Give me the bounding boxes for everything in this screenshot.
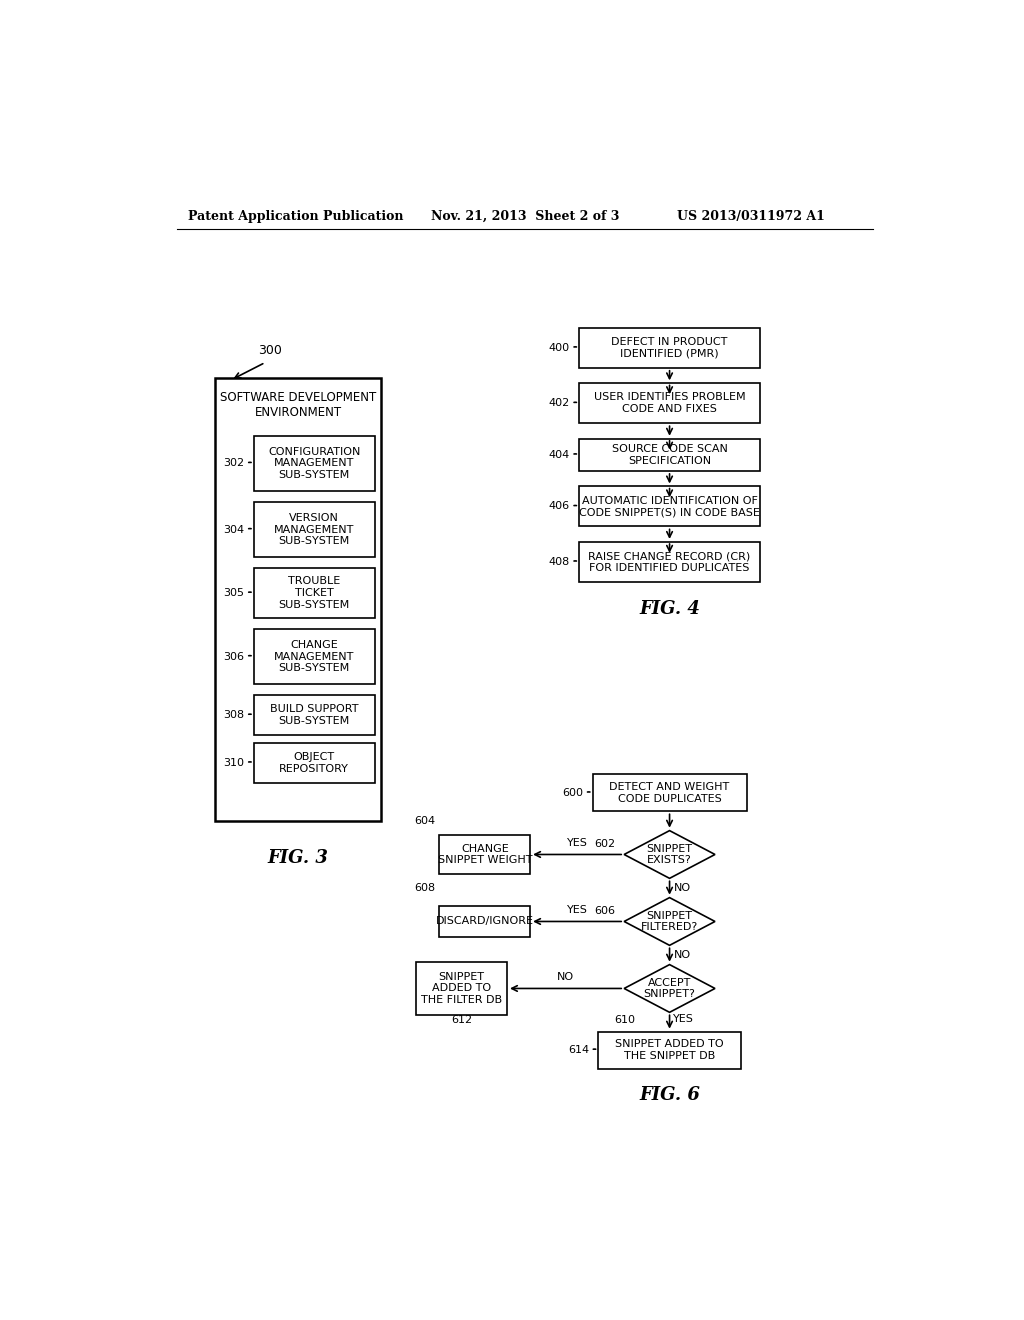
- FancyBboxPatch shape: [416, 961, 507, 1015]
- FancyBboxPatch shape: [215, 378, 381, 821]
- Text: Patent Application Publication: Patent Application Publication: [188, 210, 403, 223]
- Text: 304: 304: [223, 524, 245, 535]
- Text: NO: NO: [674, 883, 690, 892]
- Polygon shape: [625, 898, 715, 945]
- Text: 604: 604: [415, 816, 435, 826]
- Text: OBJECT
REPOSITORY: OBJECT REPOSITORY: [280, 752, 349, 774]
- Text: 406: 406: [549, 502, 569, 511]
- Text: DETECT AND WEIGHT
CODE DUPLICATES: DETECT AND WEIGHT CODE DUPLICATES: [609, 781, 730, 804]
- Text: 610: 610: [614, 1015, 636, 1026]
- Text: TROUBLE
TICKET
SUB-SYSTEM: TROUBLE TICKET SUB-SYSTEM: [279, 577, 350, 610]
- FancyBboxPatch shape: [439, 906, 530, 937]
- FancyBboxPatch shape: [254, 436, 375, 491]
- FancyBboxPatch shape: [593, 775, 746, 812]
- Text: SNIPPET ADDED TO
THE SNIPPET DB: SNIPPET ADDED TO THE SNIPPET DB: [615, 1039, 724, 1061]
- FancyBboxPatch shape: [598, 1032, 740, 1069]
- Text: DISCARD/IGNORE: DISCARD/IGNORE: [436, 916, 534, 927]
- Text: DEFECT IN PRODUCT
IDENTIFIED (PMR): DEFECT IN PRODUCT IDENTIFIED (PMR): [611, 337, 728, 359]
- Text: Nov. 21, 2013  Sheet 2 of 3: Nov. 21, 2013 Sheet 2 of 3: [431, 210, 620, 223]
- Text: 408: 408: [549, 557, 569, 566]
- Text: CONFIGURATION
MANAGEMENT
SUB-SYSTEM: CONFIGURATION MANAGEMENT SUB-SYSTEM: [268, 446, 360, 480]
- Text: 606: 606: [594, 907, 614, 916]
- Text: 600: 600: [562, 788, 584, 797]
- Text: FIG. 3: FIG. 3: [267, 849, 329, 866]
- FancyBboxPatch shape: [254, 696, 375, 735]
- FancyBboxPatch shape: [580, 327, 760, 368]
- FancyBboxPatch shape: [254, 568, 375, 618]
- Text: AUTOMATIC IDENTIFICATION OF
CODE SNIPPET(S) IN CODE BASE: AUTOMATIC IDENTIFICATION OF CODE SNIPPET…: [580, 495, 760, 517]
- Text: 612: 612: [452, 1015, 472, 1026]
- Text: SOURCE CODE SCAN
SPECIFICATION: SOURCE CODE SCAN SPECIFICATION: [611, 444, 727, 466]
- Text: 608: 608: [415, 883, 435, 894]
- FancyBboxPatch shape: [580, 487, 760, 527]
- Polygon shape: [625, 830, 715, 878]
- FancyBboxPatch shape: [254, 628, 375, 684]
- Text: ACCEPT
SNIPPET?: ACCEPT SNIPPET?: [644, 978, 695, 999]
- Text: YES: YES: [566, 906, 588, 915]
- FancyBboxPatch shape: [580, 383, 760, 424]
- FancyBboxPatch shape: [580, 543, 760, 582]
- FancyBboxPatch shape: [580, 438, 760, 471]
- FancyBboxPatch shape: [254, 502, 375, 557]
- Text: NO: NO: [674, 950, 690, 960]
- Text: 305: 305: [223, 589, 245, 598]
- FancyBboxPatch shape: [439, 836, 530, 874]
- Text: 402: 402: [549, 399, 569, 408]
- Text: USER IDENTIFIES PROBLEM
CODE AND FIXES: USER IDENTIFIES PROBLEM CODE AND FIXES: [594, 392, 745, 414]
- Text: SNIPPET
FILTERED?: SNIPPET FILTERED?: [641, 911, 698, 932]
- Text: NO: NO: [557, 973, 574, 982]
- Text: 308: 308: [223, 710, 245, 721]
- Text: 306: 306: [223, 652, 245, 661]
- Text: VERSION
MANAGEMENT
SUB-SYSTEM: VERSION MANAGEMENT SUB-SYSTEM: [274, 513, 354, 546]
- Text: 614: 614: [568, 1045, 589, 1055]
- FancyBboxPatch shape: [254, 743, 375, 783]
- Text: SNIPPET
ADDED TO
THE FILTER DB: SNIPPET ADDED TO THE FILTER DB: [421, 972, 502, 1005]
- Text: 400: 400: [549, 343, 569, 352]
- Text: FIG. 6: FIG. 6: [639, 1086, 700, 1105]
- Text: CHANGE
MANAGEMENT
SUB-SYSTEM: CHANGE MANAGEMENT SUB-SYSTEM: [274, 640, 354, 673]
- Text: SNIPPET
EXISTS?: SNIPPET EXISTS?: [646, 843, 692, 866]
- Text: 302: 302: [223, 458, 245, 469]
- Text: 300: 300: [258, 345, 282, 358]
- Text: 310: 310: [223, 758, 245, 768]
- Text: 602: 602: [594, 840, 614, 850]
- Text: RAISE CHANGE RECORD (CR)
FOR IDENTIFIED DUPLICATES: RAISE CHANGE RECORD (CR) FOR IDENTIFIED …: [589, 550, 751, 573]
- Text: FIG. 4: FIG. 4: [639, 599, 700, 618]
- Text: BUILD SUPPORT
SUB-SYSTEM: BUILD SUPPORT SUB-SYSTEM: [270, 705, 358, 726]
- Text: SOFTWARE DEVELOPMENT
ENVIRONMENT: SOFTWARE DEVELOPMENT ENVIRONMENT: [220, 391, 376, 418]
- Text: CHANGE
SNIPPET WEIGHT: CHANGE SNIPPET WEIGHT: [437, 843, 532, 866]
- Text: US 2013/0311972 A1: US 2013/0311972 A1: [677, 210, 825, 223]
- Polygon shape: [625, 965, 715, 1012]
- Text: YES: YES: [566, 838, 588, 849]
- Text: YES: YES: [674, 1014, 694, 1024]
- Text: 404: 404: [549, 450, 569, 459]
